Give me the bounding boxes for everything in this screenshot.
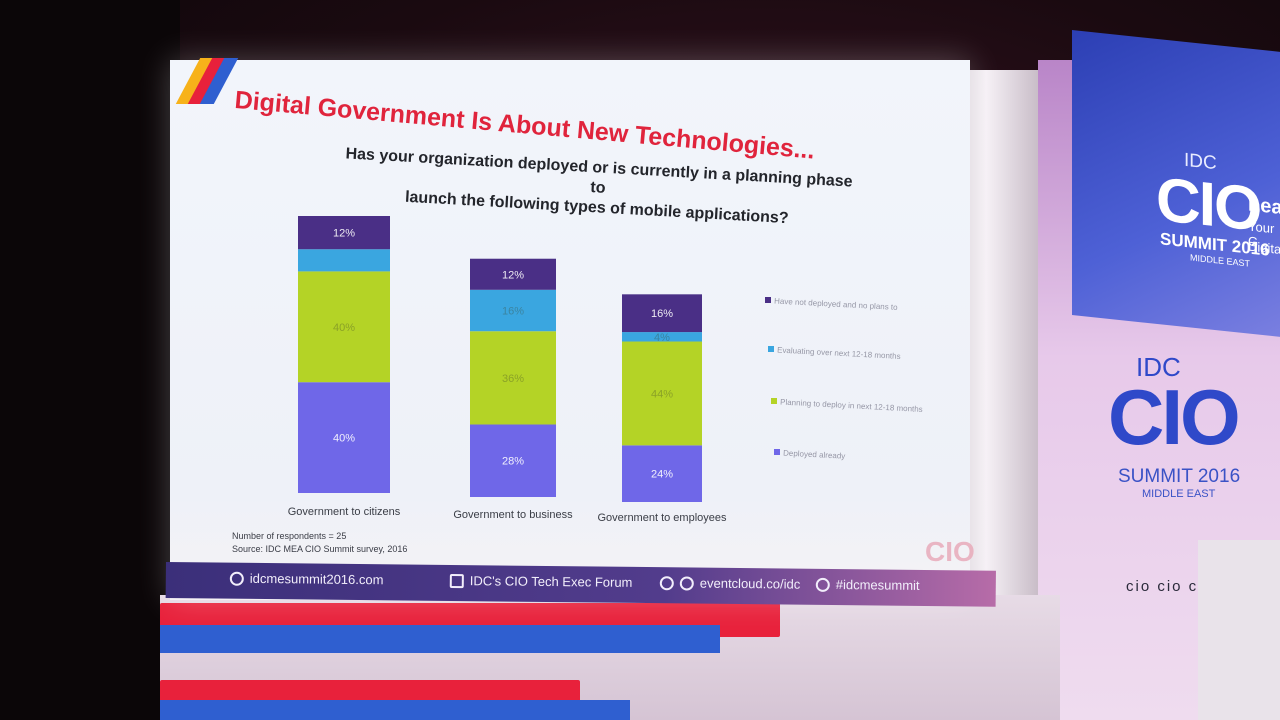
wall-cio-logo: CIO: [1108, 373, 1241, 461]
legend-label: Have not deployed and no plans to: [774, 296, 899, 311]
legend-swatch: [765, 297, 771, 303]
data-label: 12%: [502, 269, 524, 281]
footer-app: eventcloud.co/idc: [659, 575, 801, 592]
footer-website: idcmesummit2016.com: [229, 570, 384, 588]
chart-bars: [298, 216, 702, 502]
data-label: 40%: [333, 322, 355, 334]
data-label: 16%: [651, 308, 673, 320]
data-label: 4%: [654, 332, 670, 344]
legend-label: Deployed already: [783, 448, 846, 460]
category-label: Government to business: [453, 509, 573, 521]
android-icon: [679, 576, 694, 591]
bar-segment: [298, 216, 390, 250]
wall-idc: IDC: [1136, 352, 1181, 382]
footer-linkedin-text: IDC's CIO Tech Exec Forum: [469, 573, 633, 590]
data-label: 24%: [651, 469, 673, 481]
source-note: Source: IDC MEA CIO Summit survey, 2016: [232, 544, 408, 554]
footer-twitter-text: #idcmesummit: [835, 577, 920, 593]
bar-segment: [622, 445, 702, 502]
bar-segment: [470, 258, 556, 290]
data-label: 44%: [651, 388, 673, 400]
bar-segment: [298, 249, 390, 272]
blue-floor-band: [160, 625, 720, 653]
chart-category-labels: Government to citizens Government to busi…: [288, 506, 727, 524]
footer-website-text: idcmesummit2016.com: [249, 570, 384, 588]
legend-label: Evaluating over next 12-18 months: [777, 345, 901, 360]
slide-cio-logo: CIO: [925, 536, 975, 567]
wall-summit: SUMMIT 2016: [1118, 466, 1241, 487]
data-label: 40%: [333, 433, 355, 445]
bar-segment: [622, 294, 702, 333]
bar-segment: [622, 332, 702, 342]
bar-segment: [470, 331, 556, 425]
globe-icon: [229, 571, 244, 586]
chart-legend: Have not deployed and no plans to Evaluat…: [765, 296, 923, 461]
legend-label: Planning to deploy in next 12-18 months: [780, 397, 923, 413]
apple-icon: [659, 576, 674, 591]
bar-segment: [470, 424, 556, 497]
data-label: 28%: [502, 456, 524, 468]
bar-segment: [298, 271, 390, 383]
podium: [1198, 540, 1280, 720]
bar-segment: [298, 382, 390, 493]
category-label: Government to employees: [597, 512, 727, 524]
legend-swatch: [771, 398, 777, 404]
data-label: 36%: [502, 373, 524, 385]
bar-segment: [470, 289, 556, 332]
stage-floor: [160, 595, 1060, 720]
chart-data-labels: 40% 40% 12% 28% 36% 16% 12% 24% 44% 4% 16%: [333, 228, 673, 481]
red-floor-band: [160, 680, 580, 702]
blue-floor-band: [160, 700, 630, 720]
bar-segment: [622, 341, 702, 446]
legend-swatch: [768, 346, 774, 352]
respondents-note: Number of respondents = 25: [232, 531, 347, 541]
hall-dark-left: [0, 0, 180, 720]
wall-small-logos: cio cio cio: [1126, 578, 1214, 595]
wall-region: MIDDLE EAST: [1142, 488, 1216, 500]
footer-twitter: #idcmesummit: [815, 577, 920, 593]
twitter-icon: [815, 577, 830, 592]
footer-app-text: eventcloud.co/idc: [699, 575, 801, 592]
linkedin-icon: [449, 573, 464, 589]
legend-swatch: [774, 449, 780, 455]
category-label: Government to citizens: [288, 506, 401, 518]
footer-linkedin: IDC's CIO Tech Exec Forum: [449, 573, 633, 590]
data-label: 16%: [502, 306, 524, 318]
data-label: 12%: [333, 228, 355, 240]
